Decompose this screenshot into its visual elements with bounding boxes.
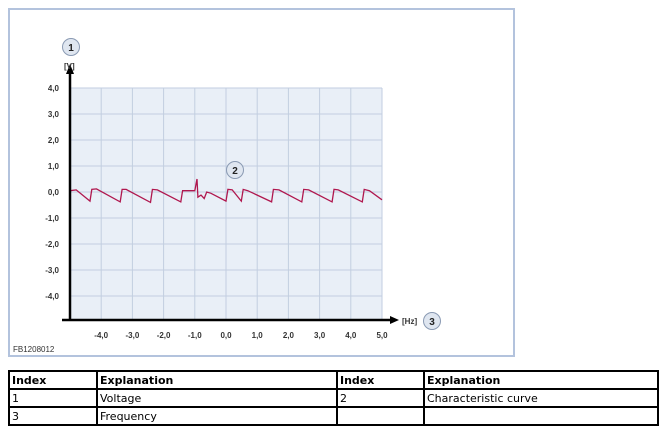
table-row: 1 Voltage 2 Characteristic curve — [8, 388, 659, 408]
cell — [336, 406, 425, 426]
y-axis-label: [V] — [64, 62, 75, 71]
y-tick-label: -1,0 — [45, 214, 59, 223]
x-axis-label: [Hz] — [402, 317, 417, 326]
x-tick-label: 0,0 — [220, 331, 232, 340]
cell: 1 — [8, 388, 98, 408]
callout-2: 2 — [226, 161, 244, 179]
y-tick-label: -3,0 — [45, 266, 59, 275]
x-tick-label: -2,0 — [157, 331, 171, 340]
legend-table: Index Explanation Index Explanation 1 Vo… — [8, 370, 659, 426]
y-tick-label: 1,0 — [48, 162, 60, 171]
x-tick-label: -3,0 — [126, 331, 140, 340]
header-index: Index — [336, 370, 425, 390]
x-tick-label: -1,0 — [188, 331, 202, 340]
x-tick-label: 3,0 — [314, 331, 326, 340]
y-tick-label: 2,0 — [48, 136, 60, 145]
header-explanation: Explanation — [96, 370, 338, 390]
cell: 2 — [336, 388, 425, 408]
y-tick-label: 4,0 — [48, 84, 60, 93]
header-explanation: Explanation — [423, 370, 659, 390]
cell: Characteristic curve — [423, 388, 659, 408]
x-tick-label: 2,0 — [283, 331, 295, 340]
callout-1: 1 — [62, 38, 80, 56]
figure-frame: -4,0 -3,0 -2,0 -1,0 0,0 1,0 2,0 3,0 4,0 5,0 4,0 3,0… — [8, 8, 515, 357]
y-tick-label: 0,0 — [48, 188, 60, 197]
characteristic-curve — [69, 178, 383, 204]
x-tick-label: 5,0 — [376, 331, 388, 340]
table-header-row: Index Explanation Index Explanation — [8, 370, 659, 390]
callout-3: 3 — [423, 312, 441, 330]
figure-id: FB1208012 — [13, 345, 55, 354]
cell: Frequency — [96, 406, 338, 426]
x-tick-label: -4,0 — [94, 331, 108, 340]
y-tick-label: 3,0 — [48, 110, 60, 119]
voltage-frequency-chart: -4,0 -3,0 -2,0 -1,0 0,0 1,0 2,0 3,0 4,0 5,0 4,0 3,0… — [45, 38, 441, 340]
svg-text:2: 2 — [232, 166, 238, 177]
table-row: 3 Frequency — [8, 406, 659, 426]
svg-text:1: 1 — [68, 43, 74, 54]
header-index: Index — [8, 370, 98, 390]
y-axis-arrow-icon — [66, 64, 74, 74]
cell: 3 — [8, 406, 98, 426]
cell: Voltage — [96, 388, 338, 408]
x-tick-label: 1,0 — [252, 331, 264, 340]
x-axis-arrow-icon — [390, 316, 399, 324]
x-tick-label: 4,0 — [345, 331, 357, 340]
y-tick-label: -4,0 — [45, 292, 59, 301]
cell — [423, 406, 659, 426]
svg-text:3: 3 — [429, 317, 435, 328]
y-tick-label: -2,0 — [45, 240, 59, 249]
